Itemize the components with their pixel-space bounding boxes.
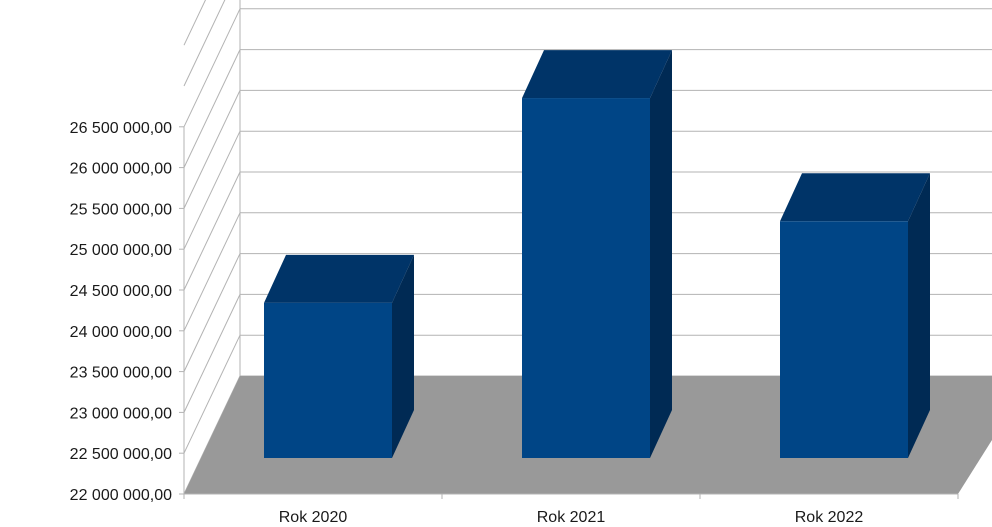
gridline-side [183,212,241,332]
y-tick-label: 24 000 000,00 [70,324,172,341]
bar-front-face [264,302,392,458]
bar-front-face [522,98,650,459]
bar-rok-2021 [522,50,672,459]
bar-side-face [392,254,414,458]
y-tick-label: 22 000 000,00 [70,487,172,504]
gridline-side [183,294,241,413]
y-tick-label: 23 500 000,00 [70,365,172,382]
y-tick-label: 26 000 000,00 [70,161,172,178]
bar-rok-2020 [264,254,414,458]
x-tick-labels: Rok 2020 Rok 2021 Rok 2022 [279,509,864,526]
y-tick-label: 24 500 000,00 [70,283,172,300]
bar-rok-2022 [780,173,930,458]
bar-side-face [908,173,930,458]
y-tick-label: 25 000 000,00 [70,242,172,259]
y-tick-labels: 22 000 000,00 22 500 000,00 23 000 000,00 2… [70,120,172,504]
gridline-side [183,90,241,209]
bar-front-face [780,221,908,458]
y-tick-label: 25 500 000,00 [70,201,172,218]
gridline-side [183,0,207,46]
x-tick-label: Rok 2022 [795,509,864,526]
bar-top-face [264,254,414,303]
bars [264,50,930,459]
y-tick-label: 26 500 000,00 [70,120,172,137]
gridline-side [183,8,241,128]
gridline-side [183,334,241,454]
bar-top-face [522,50,672,99]
y-axis [179,126,185,495]
gridline-side [183,49,241,168]
y-tick-label: 23 000 000,00 [70,405,172,422]
y-tick-label: 22 500 000,00 [70,446,172,463]
gridline-side [183,253,241,372]
bar-top-face [780,173,930,222]
gridline-side [183,130,241,250]
bar-side-face [650,50,672,459]
x-tick-label: Rok 2021 [537,509,606,526]
gridline-side [183,171,241,291]
x-axis [183,493,959,499]
gridline-side [183,0,226,87]
x-tick-label: Rok 2020 [279,509,348,526]
